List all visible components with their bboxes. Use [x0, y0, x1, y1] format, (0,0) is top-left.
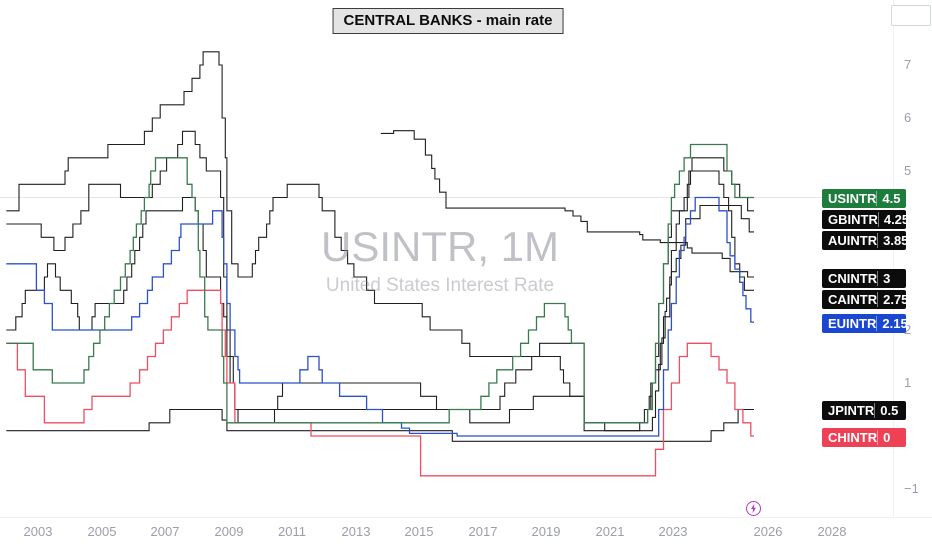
price-label-CHINTR[interactable]: CHINTR 0	[822, 427, 906, 447]
price-label-CAINTR[interactable]: CAINTR 2.75	[822, 289, 908, 309]
price-label-value: 4.25	[877, 212, 909, 227]
price-axis-border	[893, 0, 894, 518]
price-label-symbol: CNINTR	[828, 270, 878, 286]
y-tick-7: 7	[904, 57, 912, 72]
price-label-symbol: CAINTR	[828, 291, 878, 307]
x-tick-2015: 2015	[404, 524, 434, 539]
price-label-value: 0.5	[874, 403, 906, 418]
y-tick-−1: −1	[904, 481, 919, 496]
price-label-AUINTR[interactable]: AUINTR 3.85	[822, 231, 908, 250]
series-line-USINTR[interactable]	[6, 143, 754, 424]
time-axis-border	[0, 517, 932, 518]
price-label-symbol: CHINTR	[828, 429, 878, 445]
price-label-symbol: GBINTR	[828, 212, 878, 227]
price-label-value: 3.85	[877, 233, 908, 248]
x-tick-2017: 2017	[468, 524, 498, 539]
series-line-CAINTR[interactable]	[6, 170, 754, 424]
price-label-value: 0	[877, 429, 906, 445]
x-tick-2021: 2021	[595, 524, 625, 539]
lightning-glyph	[751, 504, 756, 513]
y-tick-1: 1	[904, 375, 912, 390]
price-label-value: 2.75	[877, 291, 908, 307]
x-tick-2026: 2026	[753, 524, 783, 539]
x-tick-2019: 2019	[531, 524, 561, 539]
price-label-value: 3	[877, 270, 906, 286]
x-tick-2009: 2009	[214, 524, 244, 539]
series-line-CHINTR[interactable]	[6, 289, 754, 477]
series-line-AUINTR[interactable]	[6, 51, 754, 432]
price-label-value: 4.5	[876, 191, 906, 206]
x-tick-2023: 2023	[658, 524, 688, 539]
price-label-JPINTR[interactable]: JPINTR 0.5	[822, 401, 906, 420]
price-axis-empty-label	[891, 5, 931, 26]
price-label-symbol: JPINTR	[828, 403, 875, 418]
x-tick-2011: 2011	[278, 524, 306, 539]
series-line-JPINTR[interactable]	[6, 408, 754, 442]
y-tick-2: 2	[904, 322, 912, 337]
y-tick-6: 6	[904, 110, 912, 125]
price-label-GBINTR[interactable]: GBINTR 4.25	[822, 210, 909, 229]
x-tick-2003: 2003	[23, 524, 53, 539]
x-tick-2013: 2013	[341, 524, 371, 539]
x-tick-2005: 2005	[87, 524, 117, 539]
price-label-symbol: USINTR	[828, 191, 877, 206]
series-line-EUINTR[interactable]	[6, 196, 754, 437]
price-label-symbol: AUINTR	[828, 233, 878, 248]
price-label-CNINTR[interactable]: CNINTR 3	[822, 268, 906, 288]
series-line-GBINTR[interactable]	[6, 130, 754, 432]
series-line-CNINTR[interactable]	[380, 130, 754, 278]
price-label-value: 2.15	[876, 315, 908, 331]
price-label-USINTR[interactable]: USINTR 4.5	[822, 189, 906, 208]
event-lightning-icon[interactable]	[746, 501, 761, 516]
price-label-EUINTR[interactable]: EUINTR 2.15	[822, 313, 908, 333]
price-label-symbol: EUINTR	[828, 315, 877, 331]
chart-title-box[interactable]: CENTRAL BANKS - main rate	[332, 8, 564, 34]
x-tick-2028: 2028	[817, 524, 847, 539]
y-tick-5: 5	[904, 163, 912, 178]
x-tick-2007: 2007	[150, 524, 180, 539]
